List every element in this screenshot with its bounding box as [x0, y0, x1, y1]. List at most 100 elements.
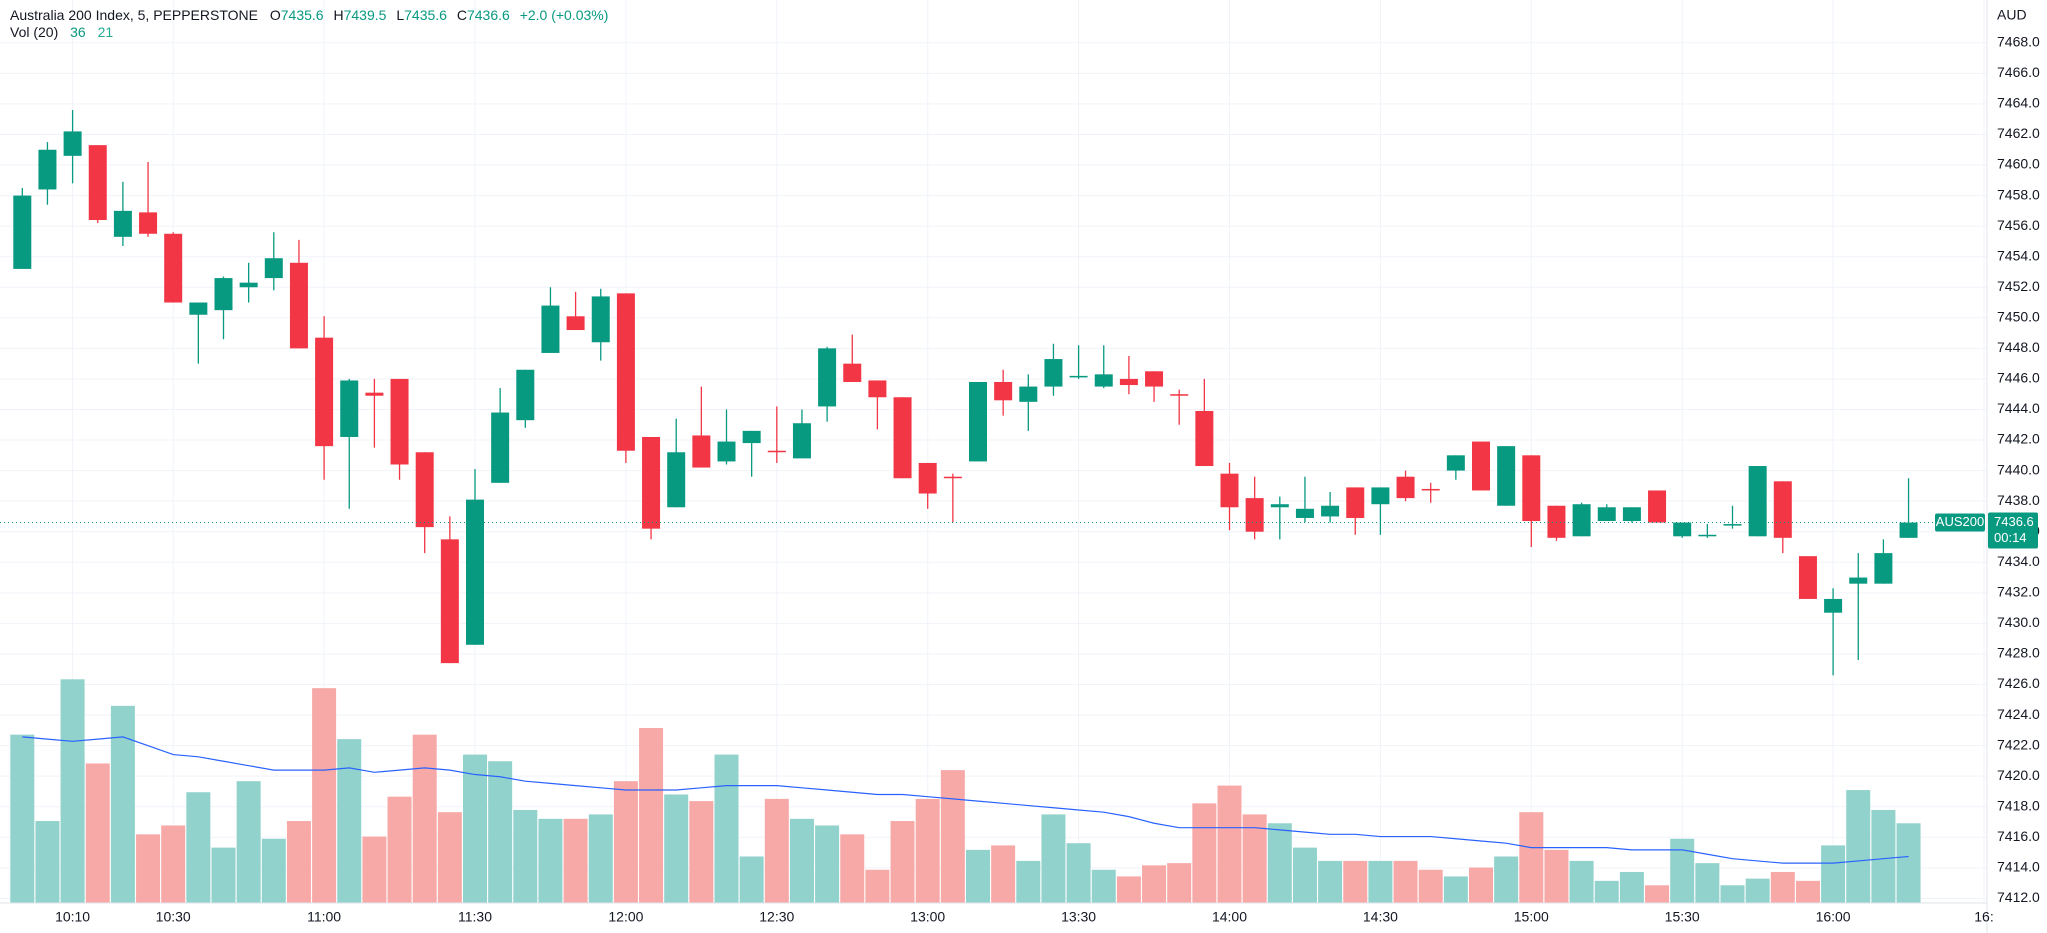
candle-body	[1773, 481, 1792, 538]
ohlc-label: C	[457, 7, 467, 23]
volume-bar	[764, 798, 789, 903]
x-tick-label: 15:00	[1514, 909, 1549, 925]
y-tick-label: 7466.0	[1997, 64, 2040, 80]
y-tick-label: 7460.0	[1997, 156, 2040, 172]
volume-bar	[1896, 823, 1921, 903]
volume-bar	[563, 818, 588, 903]
ohlc-value: 7436.6	[467, 7, 510, 23]
volume-bar	[613, 781, 638, 903]
x-tick-label: 13:00	[910, 909, 945, 925]
candle-body	[340, 380, 359, 437]
candle-body	[13, 195, 32, 269]
volume-bar	[1695, 863, 1720, 903]
volume-bar	[865, 869, 890, 903]
volume-bar	[1192, 803, 1217, 903]
candle-body	[1396, 476, 1415, 499]
volume-bar	[1016, 860, 1041, 903]
candle-body	[214, 278, 233, 311]
countdown-label: 00:14	[1994, 530, 2027, 545]
candle-body	[1069, 375, 1088, 378]
volume-bar	[236, 781, 261, 903]
candle-body	[365, 392, 384, 396]
volume-bar	[1494, 856, 1519, 903]
candle-body	[943, 476, 962, 479]
volume-bar	[1041, 814, 1066, 903]
volume-bar	[1393, 860, 1418, 903]
candle-body	[1824, 598, 1843, 613]
candle-body	[1421, 488, 1440, 491]
volume-bar	[312, 688, 337, 903]
volume-bar	[1569, 860, 1594, 903]
volume-bar	[840, 834, 865, 903]
candle-body	[1220, 473, 1239, 508]
candle-body	[818, 348, 837, 407]
candle-body	[315, 337, 334, 447]
x-tick-label: 15:30	[1665, 909, 1700, 925]
volume-bar	[1846, 790, 1871, 903]
volume-bar	[85, 763, 110, 903]
volume-bar	[1795, 880, 1820, 903]
candle-body	[667, 452, 686, 508]
price-label: 7436.6	[1994, 514, 2034, 529]
volume-bar	[286, 821, 311, 903]
candle-body	[994, 381, 1013, 401]
volume-bar	[1720, 885, 1745, 903]
x-tick-label: 14:30	[1363, 909, 1398, 925]
volume-bar	[261, 838, 286, 903]
candle-body	[1245, 498, 1264, 532]
plot	[0, 110, 1987, 903]
candle-body	[616, 293, 635, 451]
candle-body	[1597, 507, 1616, 522]
ohlc-value: 7439.5	[344, 7, 387, 23]
y-tick-label: 7462.0	[1997, 125, 2040, 141]
candle-body	[893, 397, 912, 479]
candle-body	[1648, 490, 1667, 523]
volume-bar	[1116, 876, 1141, 903]
volume-bar	[1318, 860, 1343, 903]
y-tick-label: 7428.0	[1997, 645, 2040, 661]
candle-body	[440, 539, 459, 664]
candle-body	[1346, 487, 1365, 518]
y-tick-label: 7434.0	[1997, 553, 2040, 569]
volume-bar	[10, 734, 35, 903]
y-tick-label: 7420.0	[1997, 767, 2040, 783]
y-tick-label: 7426.0	[1997, 675, 2040, 691]
volume-bar	[1217, 785, 1242, 903]
candle-body	[1170, 394, 1189, 396]
x-tick-label: 12:00	[608, 909, 643, 925]
y-tick-label: 7438.0	[1997, 492, 2040, 508]
volume-bar	[463, 754, 487, 903]
volume-bar	[412, 734, 437, 903]
y-tick-label: 7440.0	[1997, 461, 2040, 477]
y-tick-label: 7452.0	[1997, 278, 2040, 294]
y-tick-label: 7432.0	[1997, 584, 2040, 600]
symbol-tag	[1935, 513, 1985, 532]
candle-body	[1094, 374, 1113, 387]
candle-body	[139, 212, 158, 234]
y-tick-label: 7454.0	[1997, 247, 2040, 263]
volume-value: 36	[70, 24, 86, 40]
volume-bar	[1619, 871, 1644, 903]
candle-body	[415, 452, 434, 528]
candle-body	[742, 430, 761, 444]
volume-bar	[739, 856, 764, 903]
candle-body	[1547, 505, 1566, 538]
y-tick-label: 7414.0	[1997, 859, 2040, 875]
volume-bar	[1821, 845, 1846, 903]
volume-bar	[890, 821, 915, 903]
candle-body	[289, 262, 308, 349]
volume-bar	[1645, 885, 1670, 903]
candle-body	[1195, 411, 1214, 467]
symbol-label: AUS200	[1936, 514, 1984, 529]
candle-body	[113, 210, 132, 237]
x-tick-label: 13:30	[1061, 909, 1096, 925]
volume-bar	[1469, 867, 1493, 903]
volume-ma-line	[22, 736, 1909, 864]
volume-bar	[1368, 860, 1393, 903]
candle-body	[792, 423, 811, 459]
candle-body	[918, 462, 937, 494]
candle-body	[868, 380, 887, 398]
candle-body	[541, 305, 560, 353]
